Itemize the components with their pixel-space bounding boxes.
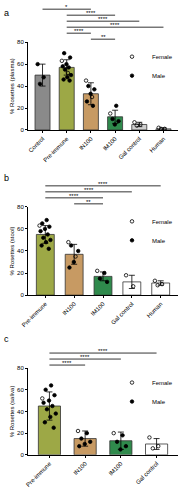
svg-text:40: 40 [17, 248, 24, 254]
svg-text:80: 80 [17, 365, 24, 371]
svg-text:****: **** [98, 181, 108, 187]
svg-text:****: **** [86, 10, 96, 16]
svg-text:IN100: IN100 [78, 135, 94, 151]
svg-text:IM100: IM100 [108, 460, 125, 477]
svg-text:20: 20 [17, 270, 24, 276]
svg-text:****: **** [110, 22, 120, 28]
svg-text:**: ** [86, 199, 91, 205]
svg-text:% Rosettes (stool): % Rosettes (stool) [9, 226, 15, 275]
svg-text:Human: Human [146, 301, 164, 319]
svg-text:40: 40 [17, 83, 24, 89]
svg-text:40: 40 [17, 409, 24, 415]
svg-text:IN100: IN100 [72, 460, 88, 476]
svg-text:80: 80 [17, 204, 24, 210]
svg-text:Gal control: Gal control [110, 301, 135, 326]
svg-text:60: 60 [17, 226, 24, 232]
svg-text:****: **** [62, 360, 72, 366]
svg-text:****: **** [74, 28, 84, 34]
svg-text:Pre-immune: Pre-immune [42, 135, 70, 163]
svg-text:80: 80 [17, 39, 24, 45]
svg-text:a: a [4, 8, 9, 18]
svg-text:Male: Male [152, 399, 166, 405]
svg-text:*: * [65, 4, 68, 10]
svg-text:Female: Female [152, 219, 173, 225]
svg-text:IN100: IN100 [61, 300, 77, 316]
svg-text:IM100: IM100 [90, 300, 107, 317]
svg-text:60: 60 [17, 61, 24, 67]
svg-text:Female: Female [152, 380, 173, 386]
svg-text:****: **** [69, 193, 79, 199]
svg-text:20: 20 [17, 430, 24, 436]
svg-text:Male: Male [152, 238, 166, 244]
svg-text:****: **** [84, 187, 94, 193]
svg-text:% Rosettes (plasma): % Rosettes (plasma) [9, 58, 15, 114]
svg-text:b: b [4, 173, 9, 183]
svg-text:c: c [4, 334, 9, 344]
svg-text:Gal control: Gal control [135, 461, 160, 486]
svg-text:Pre-immune: Pre-immune [21, 300, 49, 328]
svg-text:% Rosettes (saliva): % Rosettes (saliva) [9, 386, 15, 438]
svg-text:Gal control: Gal control [117, 136, 142, 161]
svg-text:0: 0 [20, 127, 24, 133]
svg-text:60: 60 [17, 387, 24, 393]
svg-text:****: **** [98, 16, 108, 22]
svg-text:20: 20 [17, 105, 24, 111]
svg-text:0: 0 [20, 452, 24, 458]
svg-text:Human: Human [148, 136, 166, 154]
svg-text:IM100: IM100 [102, 135, 119, 152]
svg-text:Pre-immune: Pre-immune [25, 460, 53, 488]
svg-text:0: 0 [20, 292, 24, 298]
svg-text:****: **** [98, 348, 108, 354]
svg-text:****: **** [80, 354, 90, 360]
svg-text:Control: Control [27, 136, 45, 154]
svg-text:Male: Male [152, 73, 166, 79]
svg-text:Female: Female [152, 54, 173, 60]
svg-text:**: ** [101, 34, 106, 40]
